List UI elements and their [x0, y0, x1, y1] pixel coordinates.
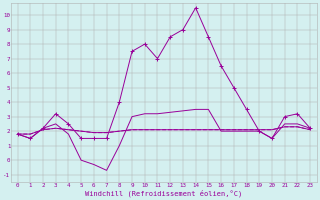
- X-axis label: Windchill (Refroidissement éolien,°C): Windchill (Refroidissement éolien,°C): [85, 189, 243, 197]
